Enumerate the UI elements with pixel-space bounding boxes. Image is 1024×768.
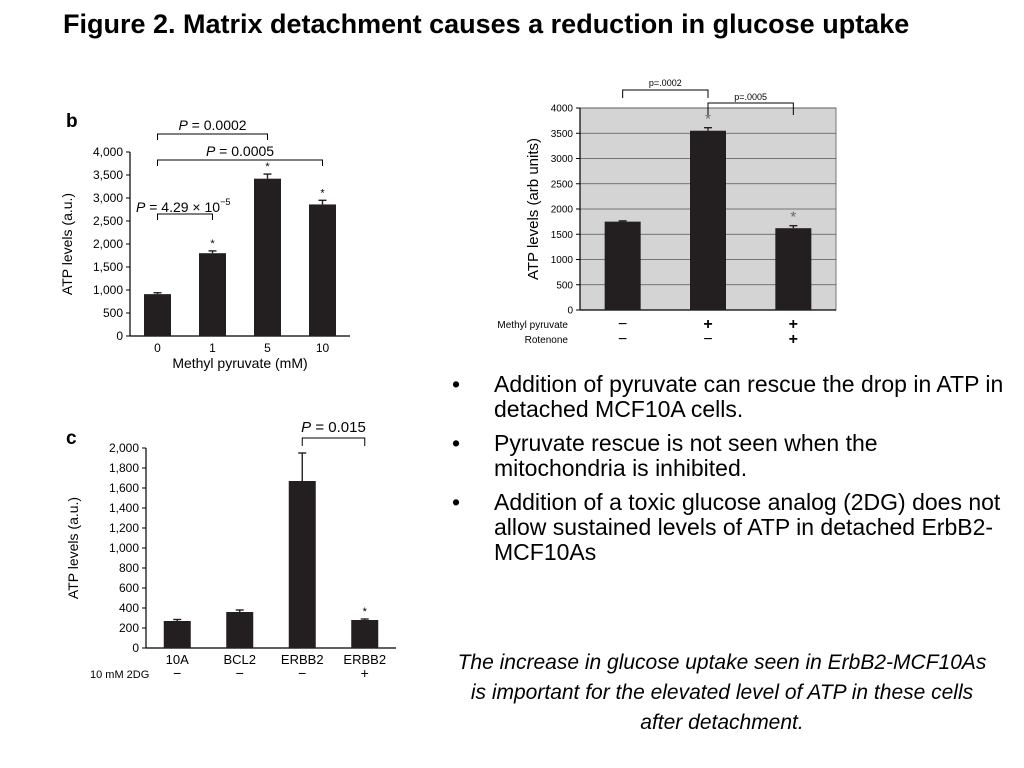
y-tick-label: 1,600 (109, 481, 139, 495)
significance-bracket (157, 213, 213, 220)
slide-caption: The increase in glucose uptake seen in E… (457, 651, 987, 734)
significance-bracket (301, 437, 366, 446)
y-tick-label: 4,000 (93, 145, 123, 159)
x-tick-label: 1 (209, 341, 216, 355)
chart-2dg-atp: c 0 200 400 600 800 1,000 1,200 1,400 1,600 1,800 2… (65, 419, 396, 681)
y-tick-label: 1,800 (109, 461, 139, 475)
y-tick-label: 200 (119, 621, 139, 635)
y-axis-label: ATP levels (a.u.) (59, 193, 75, 295)
panel-label: b (66, 111, 78, 132)
y-tick-label: 1000 (551, 255, 574, 266)
bullet-item: Pyruvate rescue is not seen when the mit… (452, 431, 1004, 481)
condition-sign: − (236, 665, 244, 681)
panel-label: c (66, 428, 77, 449)
significance-bracket (157, 159, 323, 166)
x-tick-label: 10A (166, 652, 189, 667)
x-tick-label: ERBB2 (343, 652, 386, 667)
y-tick-label: 2,500 (93, 214, 123, 228)
significance-star: * (320, 187, 325, 199)
bar (604, 221, 641, 310)
p-value-label: p=.0002 (649, 78, 682, 88)
x-tick-label: BCL2 (223, 652, 256, 667)
bar (309, 204, 336, 336)
y-tick-label: 1,500 (93, 260, 123, 274)
significance-bracket (622, 89, 709, 98)
p-value-label: P = 0.0005 (206, 143, 274, 159)
bullet-item: Addition of pyruvate can rescue the drop… (452, 372, 1004, 422)
p-value-label: P = 0.015 (301, 419, 366, 436)
bar (226, 612, 254, 648)
y-tick-label: 4000 (551, 104, 574, 115)
bar (163, 621, 191, 648)
y-tick-label: 0 (567, 306, 573, 317)
significance-star: * (705, 111, 711, 128)
significance-star: * (790, 209, 796, 226)
condition-sign: − (618, 331, 627, 348)
bar (775, 228, 812, 310)
significance-star: * (265, 161, 270, 173)
chart-methyl-pyruvate-atp: b 0 500 1,000 1,500 2,000 2,500 3,000 3,500 4,000… (59, 111, 350, 371)
condition-sign: − (298, 665, 306, 681)
bar (288, 481, 316, 648)
y-tick-label: 2,000 (109, 441, 139, 455)
y-tick-label: 2000 (551, 205, 574, 216)
y-axis-label: ATP levels (arb units) (525, 138, 542, 280)
bullet-list: Addition of pyruvate can rescue the drop… (452, 372, 1004, 574)
x-tick-label: 5 (264, 341, 271, 355)
bar (144, 294, 171, 336)
y-tick-label: 3000 (551, 154, 574, 165)
y-tick-label: 400 (119, 601, 139, 615)
y-tick-label: 1500 (551, 230, 574, 241)
y-tick-label: 0 (132, 641, 139, 655)
bar (199, 253, 226, 336)
y-tick-label: 3,500 (93, 168, 123, 182)
bar (690, 130, 726, 310)
y-tick-label: 3,000 (93, 191, 123, 205)
y-tick-label: 1,000 (109, 541, 139, 555)
x-tick-label: 0 (154, 341, 161, 355)
condition-label: 10 mM 2DG (90, 669, 149, 681)
chart-rotenone-atp: 0 500 1000 1500 2000 2500 3000 3500 4000 ATP leve… (497, 78, 837, 348)
p-value-label: P = 4.29 × 10−5 (136, 197, 230, 215)
y-tick-label: 500 (103, 306, 123, 320)
y-tick-label: 600 (119, 581, 139, 595)
significance-star: * (210, 238, 215, 250)
condition-label: Methyl pyruvate (497, 320, 568, 331)
condition-sign: + (361, 665, 369, 681)
significance-bracket (707, 102, 794, 115)
y-tick-label: 2500 (551, 179, 574, 190)
condition-sign: + (789, 316, 798, 333)
significance-star: * (363, 606, 368, 618)
condition-sign: − (618, 316, 627, 333)
bullet-item: Addition of a toxic glucose analog (2DG)… (452, 490, 1004, 565)
slide-title: Figure 2. Matrix detachment causes a red… (63, 9, 910, 39)
y-tick-label: 1,200 (109, 521, 139, 535)
significance-bracket (157, 133, 268, 140)
condition-sign: + (789, 331, 798, 348)
y-tick-label: 2,000 (93, 237, 123, 251)
x-tick-label: 10 (316, 341, 330, 355)
condition-sign: − (703, 331, 712, 348)
y-tick-label: 800 (119, 561, 139, 575)
y-tick-label: 0 (116, 329, 123, 343)
x-axis-label: Methyl pyruvate (mM) (172, 355, 307, 371)
bar (254, 178, 281, 336)
y-tick-label: 500 (556, 280, 573, 291)
x-tick-label: ERBB2 (281, 652, 324, 667)
condition-sign: + (703, 316, 712, 333)
y-axis-label: ATP levels (a.u.) (65, 497, 81, 599)
y-tick-label: 3500 (551, 129, 574, 140)
p-value-label: P = 0.0002 (178, 117, 246, 133)
condition-label: Rotenone (525, 335, 569, 346)
y-tick-label: 1,000 (93, 283, 123, 297)
condition-sign: − (173, 665, 181, 681)
bar (351, 620, 379, 648)
p-value-label: p=.0005 (734, 92, 767, 102)
y-tick-label: 1,400 (109, 501, 139, 515)
